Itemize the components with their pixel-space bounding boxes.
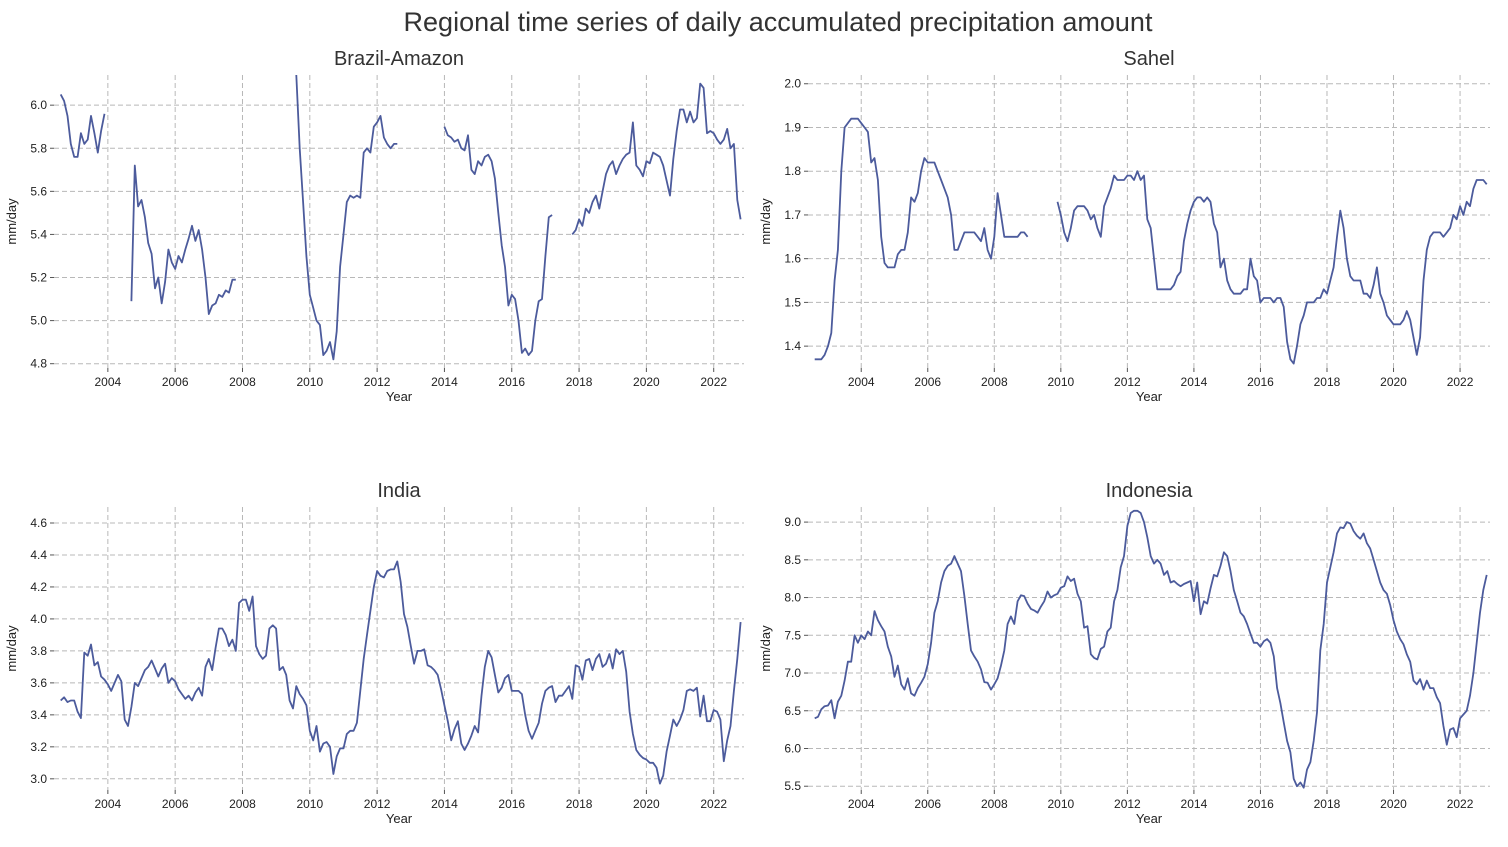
y-tick-label: 1.7 — [784, 208, 801, 222]
x-tick-label: 2020 — [633, 375, 660, 389]
y-tick-label: 4.4 — [30, 548, 47, 562]
y-tick-label: 4.0 — [30, 612, 47, 626]
panel-title: Sahel — [1123, 48, 1174, 70]
x-tick-label: 2012 — [364, 797, 391, 811]
x-axis-label: Year — [1136, 811, 1163, 826]
panel-india: India 2004 2006 2008 2010 2012 2014 2016 2018 202… — [4, 480, 744, 826]
x-tick-label: 2016 — [1247, 797, 1274, 811]
x-tick-label: 2016 — [1247, 375, 1274, 389]
x-axis-label: Year — [386, 811, 413, 826]
y-tick-label: 2.0 — [784, 77, 801, 91]
x-tick-label: 2014 — [431, 797, 458, 811]
x-tick-label: 2022 — [1447, 797, 1474, 811]
x-tick-label: 2004 — [95, 797, 122, 811]
x-tick-label: 2020 — [1380, 375, 1407, 389]
series-line-segment — [443, 126, 553, 356]
panel-title: Indonesia — [1106, 480, 1194, 502]
y-axis-label: mm/day — [758, 198, 773, 245]
x-tick-label: 2012 — [1114, 797, 1141, 811]
x-tick-label: 2018 — [566, 797, 593, 811]
x-tick-label: 2018 — [1314, 375, 1341, 389]
panel-title: India — [377, 480, 421, 502]
x-tick-label: 2010 — [296, 375, 323, 389]
x-tick-label: 2006 — [162, 797, 189, 811]
y-tick-label: 5.4 — [30, 227, 47, 241]
x-tick-label: 2022 — [1447, 375, 1474, 389]
panel-brazil-amazon: Brazil-Amazon 2004 2006 2008 2010 2012 2014 201… — [4, 48, 744, 404]
x-tick-label: 2022 — [700, 797, 727, 811]
series-line-segment — [295, 74, 398, 361]
x-tick-label: 2004 — [848, 375, 875, 389]
x-tick-label: 2020 — [633, 797, 660, 811]
y-tick-label: 5.2 — [30, 271, 47, 285]
x-tick-label: 2006 — [914, 797, 941, 811]
y-tick-label: 4.8 — [30, 357, 47, 371]
x-tick-label: 2020 — [1380, 797, 1407, 811]
y-tick-label: 4.2 — [30, 580, 47, 594]
x-tick-label: 2014 — [431, 375, 458, 389]
series-line-segment — [130, 164, 236, 315]
x-axis-label: Year — [1136, 389, 1163, 404]
series-line-segment — [814, 117, 1029, 361]
x-tick-label: 2004 — [95, 375, 122, 389]
y-tick-label: 7.5 — [784, 628, 801, 642]
y-tick-label: 1.4 — [784, 339, 801, 353]
y-tick-label: 5.5 — [784, 779, 801, 793]
y-tick-label: 8.0 — [784, 591, 801, 605]
x-tick-label: 2008 — [981, 797, 1008, 811]
series-line-segment — [59, 93, 106, 158]
x-tick-label: 2004 — [848, 797, 875, 811]
y-axis-label: mm/day — [758, 625, 773, 672]
x-tick-label: 2012 — [364, 375, 391, 389]
y-tick-label: 6.0 — [784, 741, 801, 755]
y-tick-label: 6.0 — [30, 98, 47, 112]
x-axis-label: Year — [386, 389, 413, 404]
panel-indonesia: Indonesia 2004 2006 2008 2010 2012 2014 2016 201… — [758, 480, 1490, 826]
y-tick-label: 3.0 — [30, 772, 47, 786]
y-tick-label: 1.9 — [784, 120, 801, 134]
y-axis-label: mm/day — [4, 198, 19, 245]
series-line-segment — [571, 82, 742, 235]
y-tick-label: 3.6 — [30, 676, 47, 690]
x-tick-label: 2008 — [229, 797, 256, 811]
y-tick-label: 6.5 — [784, 704, 801, 718]
y-tick-label: 5.6 — [30, 184, 47, 198]
series-line-segment — [60, 560, 742, 785]
x-tick-label: 2018 — [566, 375, 593, 389]
x-tick-label: 2022 — [700, 375, 727, 389]
y-tick-label: 3.4 — [30, 708, 47, 722]
y-tick-label: 1.5 — [784, 295, 801, 309]
y-tick-label: 3.2 — [30, 740, 47, 754]
panel-sahel: Sahel 2004 2006 2008 2010 2012 2014 2016 2018 202… — [758, 48, 1490, 404]
figure-title: Regional time series of daily accumulate… — [404, 7, 1153, 37]
x-tick-label: 2010 — [296, 797, 323, 811]
x-tick-label: 2010 — [1047, 375, 1074, 389]
x-tick-label: 2014 — [1181, 797, 1208, 811]
y-tick-label: 9.0 — [784, 515, 801, 529]
x-tick-label: 2008 — [981, 375, 1008, 389]
y-tick-label: 8.5 — [784, 553, 801, 567]
x-tick-label: 2006 — [914, 375, 941, 389]
x-tick-label: 2006 — [162, 375, 189, 389]
y-tick-label: 1.6 — [784, 252, 801, 266]
x-tick-label: 2016 — [498, 375, 525, 389]
x-tick-label: 2018 — [1314, 797, 1341, 811]
panel-title: Brazil-Amazon — [334, 48, 464, 70]
x-tick-label: 2008 — [229, 375, 256, 389]
x-tick-label: 2010 — [1047, 797, 1074, 811]
y-tick-label: 7.0 — [784, 666, 801, 680]
y-tick-label: 1.8 — [784, 164, 801, 178]
y-tick-label: 5.0 — [30, 314, 47, 328]
series-line-segment — [814, 509, 1488, 789]
y-tick-label: 3.8 — [30, 644, 47, 658]
y-axis-label: mm/day — [4, 625, 19, 672]
x-tick-label: 2016 — [498, 797, 525, 811]
y-tick-label: 5.8 — [30, 141, 47, 155]
x-tick-label: 2012 — [1114, 375, 1141, 389]
y-tick-label: 4.6 — [30, 516, 47, 530]
x-tick-label: 2014 — [1181, 375, 1208, 389]
series-line-segment — [1056, 170, 1488, 365]
